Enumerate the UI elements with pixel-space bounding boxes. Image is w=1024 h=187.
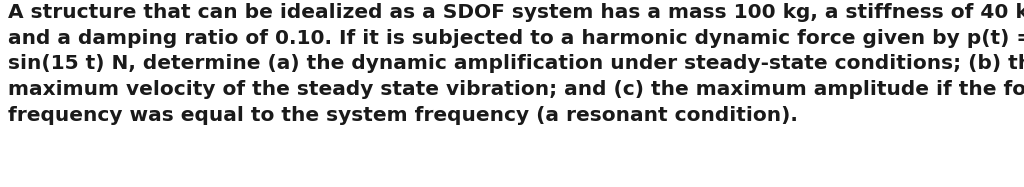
Text: A structure that can be idealized as a SDOF system has a mass 100 kg, a stiffnes: A structure that can be idealized as a S…	[8, 3, 1024, 125]
